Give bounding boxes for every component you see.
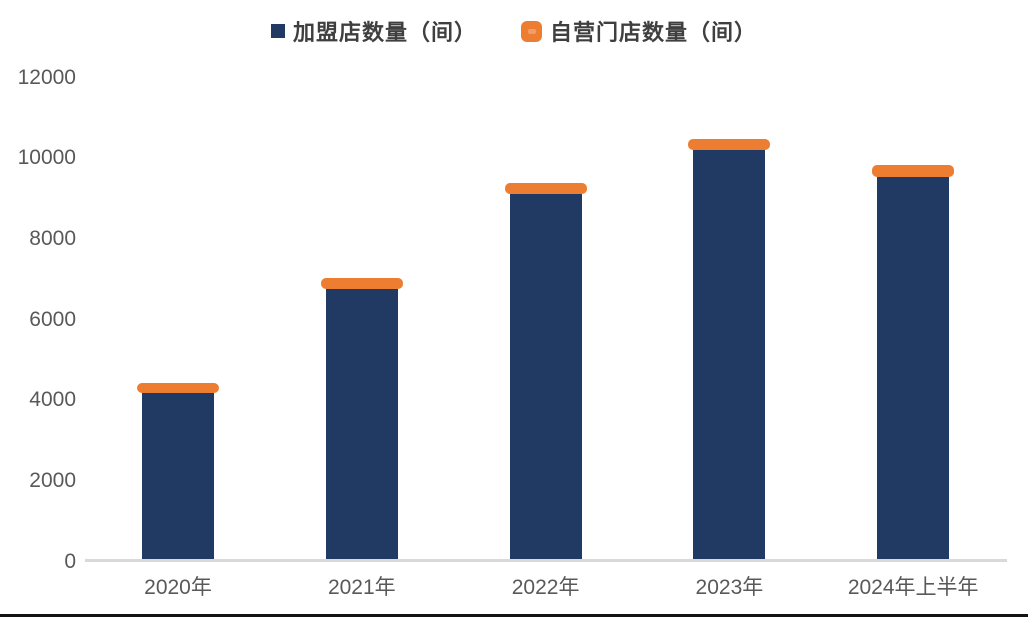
bar-franchise-segment	[877, 176, 950, 562]
bar-franchise-segment	[509, 194, 582, 562]
x-axis-line	[85, 559, 1007, 562]
bottom-border-line	[0, 614, 1028, 617]
x-axis-category-label: 2023年	[695, 576, 764, 599]
marker-highlight-dash	[528, 28, 536, 34]
y-axis-tick-label: 0	[64, 549, 76, 573]
franchise-series-square-icon	[270, 24, 285, 38]
bar-franchise-segment	[142, 392, 214, 562]
y-axis-tick-label: 8000	[29, 226, 76, 250]
legend-label-franchise: 加盟店数量（间）	[292, 20, 477, 45]
self-operated-series-rounded-square-icon	[521, 20, 542, 42]
bar-franchise-segment	[693, 150, 766, 562]
x-axis-category-label: 2024年上半年	[847, 576, 979, 599]
y-axis-tick-label: 12000	[17, 65, 76, 89]
x-axis-category-label: 2020年	[144, 576, 212, 599]
y-axis-tick-label: 6000	[29, 307, 76, 331]
bar-self-operated-segment	[504, 182, 587, 195]
legend-label-self-operated: 自营门店数量（间）	[550, 20, 758, 45]
x-axis-category-label: 2021年	[327, 576, 396, 599]
y-axis-tick-label: 4000	[29, 388, 76, 412]
bar-franchise-segment	[325, 289, 398, 562]
bar-self-operated-segment	[688, 138, 771, 151]
bar-self-operated-segment	[137, 382, 219, 393]
y-axis-tick-label: 10000	[17, 146, 76, 170]
legend-item-self-operated: 自营门店数量（间）	[521, 15, 757, 47]
x-axis-category-label: 2022年	[511, 576, 580, 599]
y-axis-tick-label: 2000	[29, 468, 76, 492]
bar-self-operated-segment	[320, 278, 403, 290]
bar-self-operated-segment	[872, 165, 955, 177]
legend-item-franchise: 加盟店数量（间）	[270, 15, 477, 47]
chart-legend: 加盟店数量（间） 自营门店数量（间）	[0, 13, 1028, 49]
